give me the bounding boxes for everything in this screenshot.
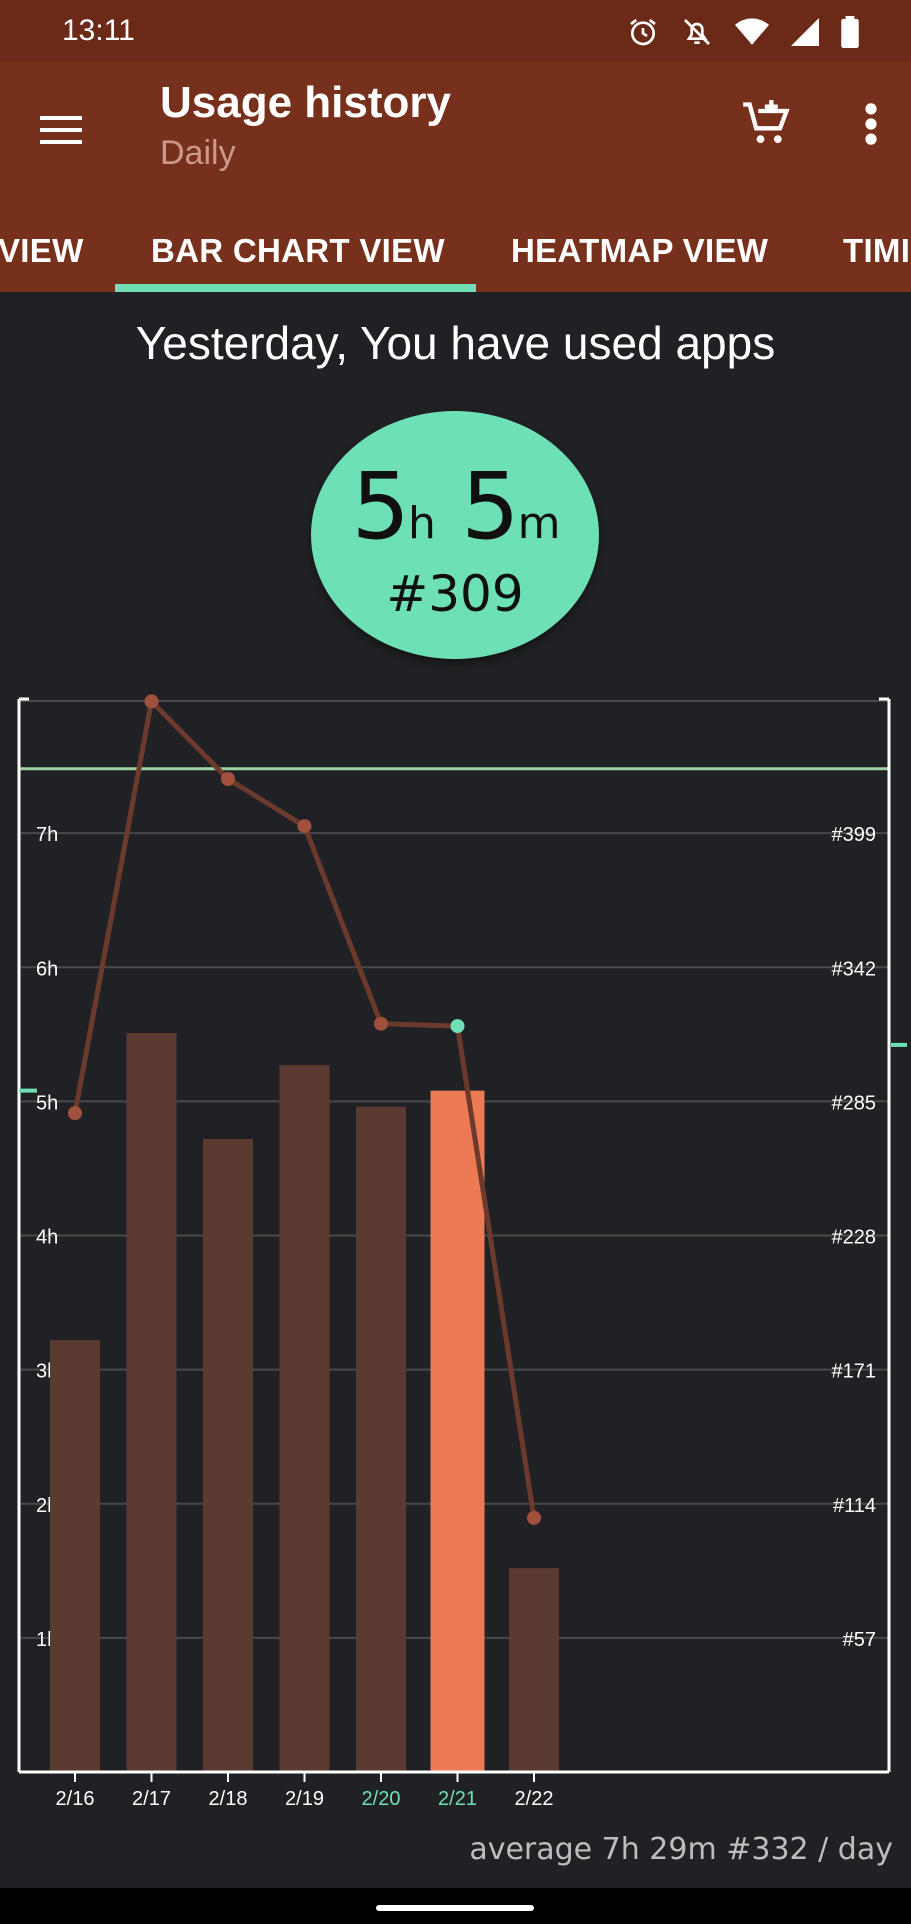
- alarm-icon: [630, 18, 656, 46]
- status-time: 13:11: [62, 14, 135, 47]
- page-subtitle: Daily: [160, 134, 236, 172]
- tab-bar-chart-view[interactable]: BAR CHART VIEW: [151, 232, 445, 269]
- usage-rank: #309: [386, 565, 524, 623]
- x-tick-label: 2/17: [132, 1788, 171, 1810]
- x-tick-label: 2/19: [285, 1788, 324, 1810]
- tab-timeline-view[interactable]: TIMI: [843, 232, 911, 269]
- wifi-icon: [735, 18, 769, 45]
- rank-point: [68, 1106, 82, 1121]
- status-icons: [627, 16, 859, 48]
- usage-minutes: 5: [461, 453, 520, 560]
- x-tick-label: 2/18: [209, 1788, 248, 1810]
- left-tick-label: 7h: [36, 824, 58, 846]
- menu-icon: [40, 116, 82, 144]
- left-tick-label: 6h: [36, 958, 58, 980]
- right-tick-label: #285: [832, 1092, 877, 1114]
- left-tick-label: 4h: [36, 1227, 58, 1249]
- right-tick-label: #399: [832, 824, 877, 846]
- status-bar: 13:11: [0, 0, 911, 62]
- page-title: Usage history: [160, 78, 451, 127]
- chart-bar[interactable]: [509, 1568, 559, 1772]
- rank-point: [527, 1510, 541, 1525]
- usage-headline: Yesterday, You have used apps: [135, 317, 776, 369]
- more-options-button[interactable]: [853, 98, 889, 150]
- left-tick-label: 5h: [36, 1092, 58, 1114]
- system-nav-bar: [0, 1888, 911, 1924]
- rank-point: [221, 772, 235, 787]
- right-tick-label: #114: [833, 1495, 876, 1517]
- usage-summary-bubble: 5h 5m #309: [311, 411, 599, 659]
- battery-icon: [841, 16, 859, 48]
- tab-heatmap-view[interactable]: HEATMAP VIEW: [511, 232, 769, 269]
- x-tick-label: 2/22: [515, 1788, 554, 1810]
- x-tick-label: 2/16: [56, 1788, 95, 1810]
- chart-bar[interactable]: [203, 1138, 253, 1772]
- right-tick-label: #171: [832, 1361, 877, 1383]
- chart-bar[interactable]: [279, 1065, 330, 1772]
- chart-bar[interactable]: [430, 1090, 485, 1772]
- rank-point: [297, 819, 312, 834]
- view-tabs: VIEW BAR CHART VIEW HEATMAP VIEW TIMI: [0, 212, 911, 292]
- chart-bar[interactable]: [126, 1032, 177, 1772]
- x-tick-label: 2/20: [362, 1788, 401, 1810]
- chart-bar[interactable]: [356, 1106, 406, 1772]
- home-handle[interactable]: [376, 1905, 534, 1911]
- rank-point: [374, 1016, 388, 1031]
- add-to-cart-button[interactable]: [741, 98, 793, 150]
- right-tick-label: #228: [832, 1227, 877, 1249]
- usage-duration: 5h 5m: [311, 461, 599, 570]
- more-vert-icon: [865, 103, 877, 145]
- bell-off-icon: [684, 19, 710, 45]
- menu-button[interactable]: [38, 106, 86, 154]
- chart-bar[interactable]: [50, 1340, 100, 1772]
- rank-point: [450, 1019, 465, 1034]
- rank-point: [144, 694, 159, 709]
- usage-bar-chart[interactable]: 1h2h3h4h5h6h7h#57#114#171#228#285#342#39…: [0, 690, 911, 1820]
- add-to-cart-icon: [743, 100, 790, 144]
- right-tick-label: #57: [843, 1629, 876, 1651]
- usage-minutes-unit: m: [517, 498, 561, 549]
- signal-icon: [791, 18, 819, 46]
- tab-indicator: [115, 284, 476, 292]
- right-tick-label: #342: [832, 958, 877, 980]
- usage-hours-unit: h: [407, 498, 436, 549]
- app-bar: Usage history Daily VIEW BAR CHART VIEW …: [0, 62, 911, 292]
- x-tick-label: 2/21: [438, 1788, 477, 1810]
- tab-list-view[interactable]: VIEW: [0, 232, 84, 269]
- average-usage-label: average 7h 29m #332 / day: [469, 1832, 893, 1867]
- usage-hours: 5: [351, 453, 410, 560]
